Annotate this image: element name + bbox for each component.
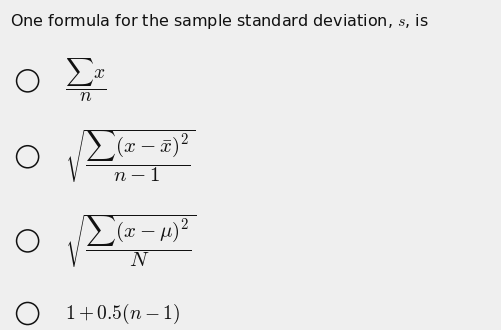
Text: $1 + 0.5(n-1)$: $1 + 0.5(n-1)$ xyxy=(65,301,180,326)
Text: $\sqrt{\dfrac{\sum (x - \bar{x})^2}{n-1}}$: $\sqrt{\dfrac{\sum (x - \bar{x})^2}{n-1}… xyxy=(65,128,196,185)
Text: $\sqrt{\dfrac{\sum (x - \mu)^2}{N}}$: $\sqrt{\dfrac{\sum (x - \mu)^2}{N}}$ xyxy=(65,212,196,270)
Text: $\dfrac{\sum x}{n}$: $\dfrac{\sum x}{n}$ xyxy=(65,57,106,104)
Text: One formula for the sample standard deviation, $s$, is: One formula for the sample standard devi… xyxy=(10,12,428,31)
